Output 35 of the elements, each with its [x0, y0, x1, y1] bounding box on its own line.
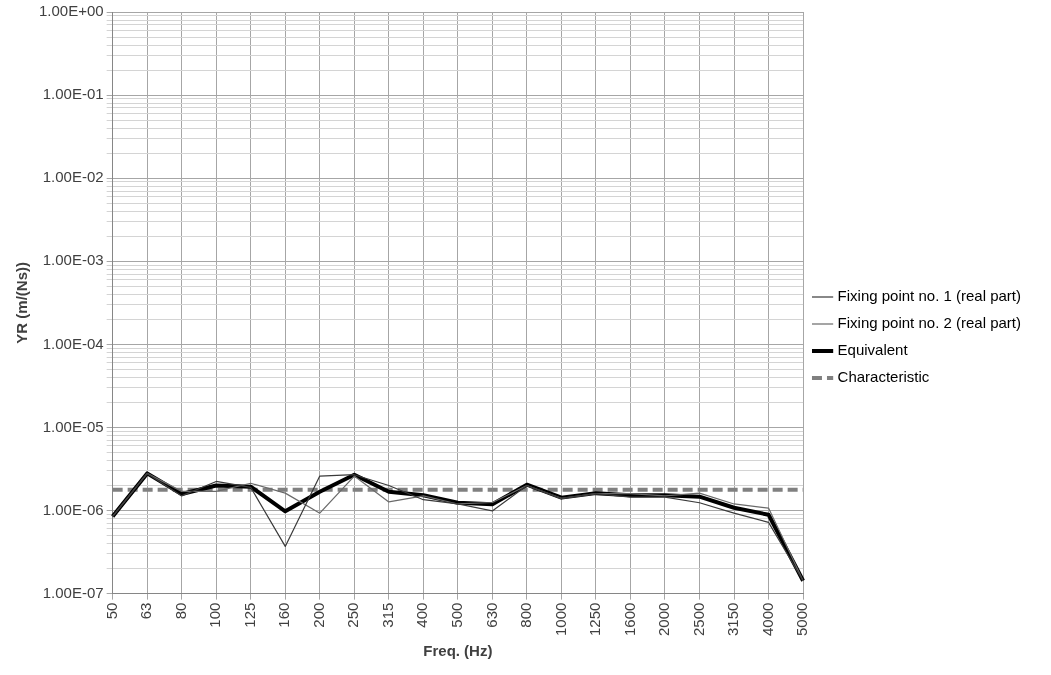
- x-tick-label: 2500: [689, 602, 707, 637]
- y-tick-label: 1.00E-06: [42, 500, 104, 518]
- x-tick-label: 800: [517, 602, 535, 628]
- y-tick-label: 1.00E-02: [42, 168, 104, 186]
- x-tick-label: 160: [275, 602, 293, 628]
- x-tick-label: 250: [344, 602, 362, 628]
- x-tick-label: 2000: [655, 602, 673, 637]
- x-tick-label: 1000: [551, 602, 569, 637]
- legend-label: Characteristic: [837, 368, 930, 386]
- x-tick-label: 100: [206, 602, 224, 628]
- y-tick-label: 1.00E-03: [42, 251, 104, 269]
- x-axis-title: Freq. (Hz): [423, 642, 493, 660]
- x-tick-label: 63: [137, 602, 155, 620]
- y-tick-label: 1.00E-04: [42, 334, 104, 352]
- x-tick-label: 3150: [724, 602, 742, 637]
- legend-label: Equivalent: [837, 341, 909, 359]
- y-tick-label: 1.00E+00: [38, 2, 104, 20]
- x-tick-label: 315: [378, 602, 396, 628]
- x-tick-label: 1600: [620, 602, 638, 637]
- x-tick-label: 1250: [586, 602, 604, 637]
- x-tick-label: 80: [171, 602, 189, 620]
- x-tick-label: 500: [448, 602, 465, 628]
- y-tick-label: 1.00E-05: [42, 417, 104, 435]
- legend-label: Fixing point no. 2 (real part): [837, 314, 1021, 332]
- x-tick-label: 630: [482, 602, 500, 628]
- legend-label: Fixing point no. 1 (real part): [837, 287, 1021, 305]
- x-tick-label: 125: [240, 602, 258, 628]
- x-tick-label: 400: [413, 602, 431, 628]
- x-tick-label: 4000: [758, 602, 776, 637]
- y-tick-label: 1.00E-01: [42, 85, 104, 103]
- x-tick-label: 50: [102, 602, 120, 620]
- y-tick-label: 1.00E-07: [42, 583, 104, 601]
- x-tick-label: 5000: [793, 602, 811, 637]
- x-tick-label: 200: [309, 602, 327, 628]
- y-axis-title: YR (m/(Ns)): [13, 261, 31, 344]
